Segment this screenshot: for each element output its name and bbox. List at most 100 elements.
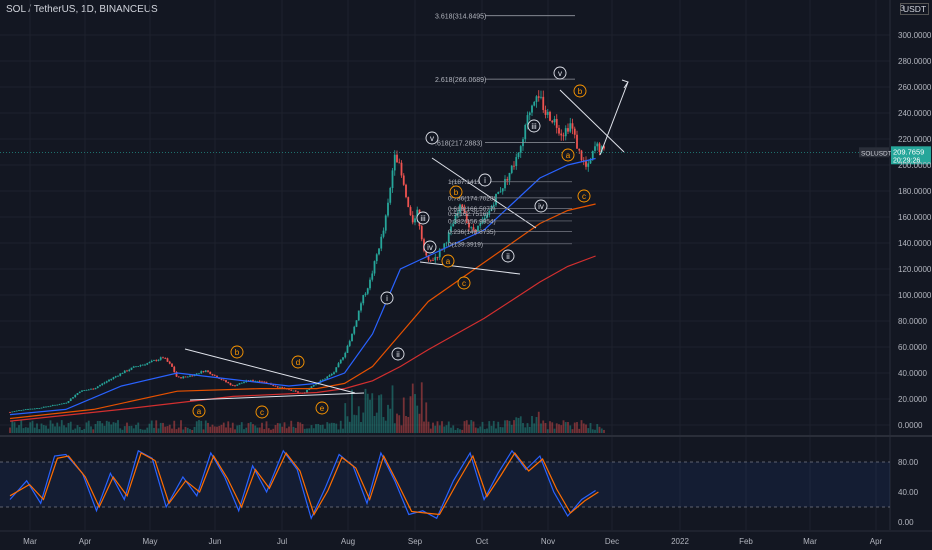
candle-body bbox=[396, 154, 398, 163]
candle-body bbox=[479, 223, 482, 226]
wave-label-corrective: c bbox=[260, 408, 264, 417]
wave-label: iv bbox=[538, 202, 544, 211]
volume-bar bbox=[63, 425, 65, 433]
volume-bar bbox=[393, 423, 396, 433]
volume-bar bbox=[434, 425, 437, 433]
volume-bar bbox=[283, 422, 286, 433]
candle-body bbox=[92, 388, 95, 390]
wave-label-corrective: e bbox=[320, 404, 325, 413]
candle-body bbox=[29, 408, 32, 410]
candle-body bbox=[436, 257, 439, 258]
volume-bar bbox=[101, 423, 104, 433]
volume-bar bbox=[229, 427, 232, 433]
candle-body bbox=[297, 391, 299, 393]
candle-body bbox=[492, 204, 495, 207]
candle-body bbox=[162, 357, 164, 359]
candle-body bbox=[132, 366, 135, 368]
volume-bar bbox=[105, 420, 108, 433]
volume-bar bbox=[20, 420, 23, 433]
candle-body bbox=[477, 225, 479, 232]
candle-body bbox=[447, 232, 450, 243]
candle-body bbox=[58, 404, 61, 406]
candle-body bbox=[564, 128, 567, 137]
candle-body bbox=[292, 390, 295, 392]
volume-bar bbox=[117, 420, 119, 433]
volume-bar bbox=[94, 423, 97, 433]
last-price-value: 209.7659 bbox=[893, 147, 924, 156]
currency-button[interactable]: USDT bbox=[900, 3, 930, 15]
volume-bar bbox=[47, 428, 50, 433]
candle-body bbox=[20, 410, 23, 411]
candle-body bbox=[391, 170, 394, 189]
candle-body bbox=[344, 352, 347, 358]
volume-bar bbox=[220, 424, 223, 433]
volume-bar bbox=[256, 427, 259, 433]
x-tick-label: Sep bbox=[408, 537, 423, 546]
candle-body bbox=[137, 366, 140, 367]
volume-bar bbox=[391, 385, 394, 433]
candle-body bbox=[60, 403, 63, 405]
candle-body bbox=[256, 380, 259, 382]
candle-body bbox=[576, 134, 578, 149]
volume-bar bbox=[465, 420, 468, 433]
candle-body bbox=[528, 112, 531, 116]
volume-bar bbox=[387, 404, 389, 433]
volume-bar bbox=[119, 428, 122, 433]
volume-bar bbox=[450, 427, 452, 433]
volume-bar bbox=[481, 421, 484, 433]
candle-body bbox=[427, 255, 430, 260]
volume-bar bbox=[445, 425, 448, 433]
volume-bar bbox=[83, 428, 86, 433]
candle-body bbox=[211, 374, 214, 376]
volume-bar bbox=[303, 428, 306, 433]
candle-body bbox=[324, 378, 326, 380]
y-tick-label: 200.0000 bbox=[898, 161, 932, 170]
candle-body bbox=[47, 406, 50, 408]
candle-body bbox=[486, 214, 488, 218]
candle-body bbox=[175, 371, 178, 377]
candle-body bbox=[227, 382, 230, 384]
y-tick-label: 300.0000 bbox=[898, 31, 932, 40]
candle-body bbox=[438, 249, 441, 258]
volume-bar bbox=[22, 428, 25, 433]
volume-bar bbox=[591, 429, 594, 433]
x-tick-label: Apr bbox=[870, 537, 883, 546]
y-tick-label: 240.0000 bbox=[898, 109, 932, 118]
candle-body bbox=[40, 407, 43, 409]
volume-bar bbox=[126, 422, 128, 433]
volume-bar bbox=[60, 420, 63, 433]
candle-body bbox=[420, 226, 423, 240]
wave-label-corrective: a bbox=[446, 257, 451, 266]
candle-body bbox=[585, 161, 587, 167]
wave-label-corrective-circle bbox=[561, 148, 575, 162]
volume-bar bbox=[594, 429, 596, 433]
candle-body bbox=[252, 380, 254, 382]
candle-body bbox=[121, 373, 124, 374]
volume-bar bbox=[418, 413, 421, 433]
candle-body bbox=[461, 204, 464, 208]
candle-body bbox=[306, 389, 308, 393]
volume-bar bbox=[281, 426, 284, 433]
y-tick-label: 160.0000 bbox=[898, 213, 932, 222]
volume-bar bbox=[598, 426, 601, 433]
candle-body bbox=[22, 409, 25, 411]
volume-bar bbox=[58, 426, 61, 433]
volume-bar bbox=[69, 421, 72, 433]
volume-bar bbox=[299, 422, 302, 433]
trend-line bbox=[599, 81, 629, 156]
wave-label-corrective-circle bbox=[441, 254, 455, 268]
wave-label-circle bbox=[416, 211, 430, 225]
volume-bar bbox=[531, 415, 533, 433]
candle-body bbox=[207, 370, 209, 372]
fib-label: 0.236(148.8735) bbox=[448, 229, 496, 236]
volume-bar bbox=[328, 423, 331, 433]
volume-bar bbox=[522, 422, 524, 433]
candle-body bbox=[74, 394, 77, 398]
candle-body bbox=[51, 405, 54, 406]
volume-bar bbox=[297, 421, 299, 433]
volume-bar bbox=[103, 425, 106, 433]
volume-bar bbox=[312, 428, 315, 433]
candle-body bbox=[517, 152, 520, 158]
volume-bar bbox=[36, 423, 38, 433]
